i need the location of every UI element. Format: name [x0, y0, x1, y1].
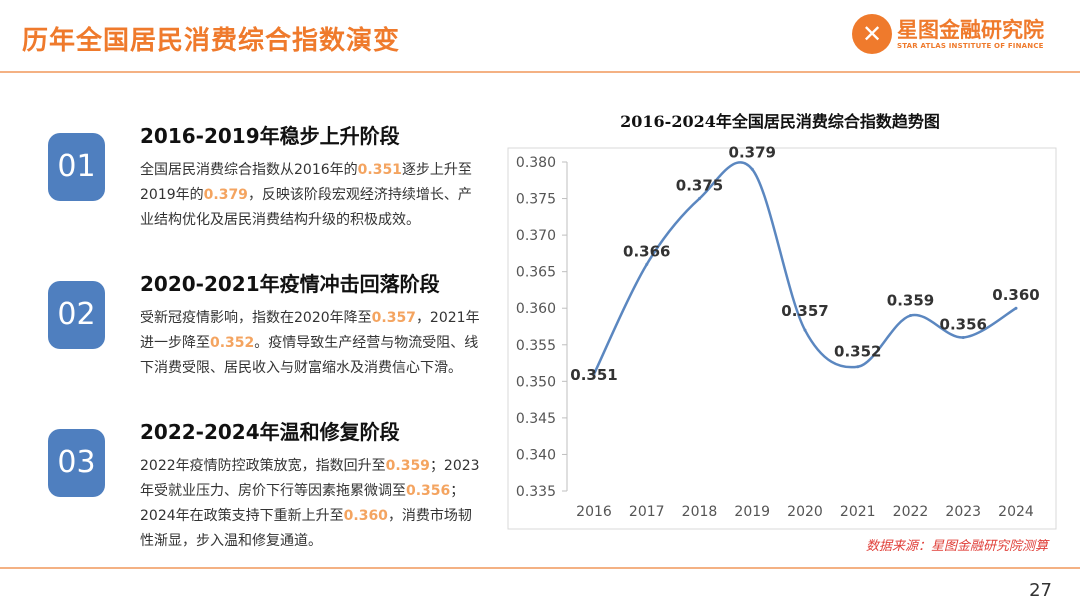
- text-segment: 逐步上升至2019年的: [140, 162, 472, 203]
- data-point: [750, 167, 754, 171]
- y-tick-label: 0.380: [516, 155, 556, 171]
- page-title: 历年全国居民消费综合指数演变: [22, 26, 401, 56]
- data-label: 0.352: [834, 343, 881, 361]
- text-segment: ；2024年在政策支持下重新上升至: [140, 483, 465, 524]
- data-point: [1014, 306, 1018, 310]
- page-number: 27: [1029, 580, 1052, 601]
- section-heading: 2016-2019年稳步上升阶段: [140, 124, 400, 148]
- y-tick-label: 0.345: [516, 411, 556, 427]
- x-tick-label: 2019: [734, 504, 770, 520]
- section-number-badge: 03: [48, 429, 105, 497]
- section-text: 全国居民消费综合指数从2016年的0.351逐步上升至2019年的0.379，反…: [140, 158, 485, 233]
- y-tick-label: 0.375: [516, 192, 556, 208]
- highlight-value: 0.379: [203, 187, 248, 203]
- data-source: 数据来源：星图金融研究院测算: [865, 539, 1048, 554]
- text-segment: 受新冠疫情影响，指数在2020年降至: [140, 310, 372, 326]
- header-divider: [0, 71, 1080, 73]
- text-segment: ，消费市场韧性渐显，步入温和修复通道。: [140, 508, 472, 549]
- y-tick-label: 0.370: [516, 228, 556, 244]
- plot-area: [507, 147, 1057, 530]
- x-tick-label: 2016: [576, 504, 612, 520]
- x-tick-label: 2020: [787, 504, 823, 520]
- x-tick-label: 2017: [629, 504, 665, 520]
- text-segment: 。疫情导致生产经营与物流受阻、线下消费受限、居民收入与财富缩水及消费信心下滑。: [140, 335, 479, 376]
- series-line: [592, 161, 1017, 375]
- data-point: [592, 372, 596, 376]
- logo-cn: 星图金融研究院: [897, 18, 1044, 42]
- section-number-badge: 01: [48, 133, 105, 201]
- data-point: [645, 262, 649, 266]
- highlight-value: 0.357: [371, 310, 416, 326]
- logo-icon: ✕: [852, 14, 892, 54]
- y-tick-label: 0.340: [516, 447, 556, 463]
- section-number-badge: 02: [48, 281, 105, 349]
- data-label: 0.360: [992, 286, 1039, 304]
- data-label: 0.379: [729, 143, 776, 161]
- text-segment: 全国居民消费综合指数从2016年的: [140, 162, 358, 178]
- text-segment: ；2023年受就业压力、房价下行等因素拖累微调至: [140, 458, 480, 499]
- y-tick-label: 0.350: [516, 374, 556, 390]
- data-point: [698, 197, 701, 201]
- data-point: [856, 365, 860, 369]
- highlight-value: 0.360: [343, 508, 388, 524]
- highlight-value: 0.352: [210, 335, 255, 351]
- x-tick-label: 2023: [945, 504, 981, 520]
- data-label: 0.357: [781, 302, 828, 320]
- highlight-value: 0.356: [406, 483, 451, 499]
- footer-divider: [0, 567, 1080, 569]
- text-segment: ，反映该阶段宏观经济持续增长、产业结构优化及居民消费结构升级的积极成效。: [140, 187, 472, 228]
- data-point: [961, 335, 965, 339]
- y-tick-label: 0.355: [516, 338, 556, 354]
- data-point: [909, 314, 912, 318]
- section-text: 受新冠疫情影响，指数在2020年降至0.357，2021年进一步降至0.352。…: [140, 306, 485, 381]
- section-heading: 2022-2024年温和修复阶段: [140, 420, 400, 444]
- text-segment: ，2021年进一步降至: [140, 310, 480, 351]
- section-heading: 2020-2021年疫情冲击回落阶段: [140, 272, 440, 296]
- data-label: 0.351: [570, 366, 617, 384]
- logo-en: STAR ATLAS INSTITUTE OF FINANCE: [897, 42, 1044, 50]
- y-tick-label: 0.335: [516, 484, 556, 500]
- data-label: 0.356: [940, 315, 987, 333]
- data-label: 0.359: [887, 292, 934, 310]
- logo: ✕ 星图金融研究院 STAR ATLAS INSTITUTE OF FINANC…: [852, 14, 1044, 54]
- y-tick-label: 0.365: [516, 265, 556, 281]
- section-text: 2022年疫情防控政策放宽，指数回升至0.359；2023年受就业压力、房价下行…: [140, 454, 485, 554]
- x-tick-label: 2021: [840, 504, 876, 520]
- data-label: 0.375: [676, 177, 723, 195]
- data-point: [803, 328, 807, 332]
- x-tick-label: 2018: [682, 504, 718, 520]
- highlight-value: 0.351: [357, 162, 402, 178]
- text-segment: 2022年疫情防控政策放宽，指数回升至: [140, 458, 386, 474]
- x-tick-label: 2022: [893, 504, 929, 520]
- y-tick-label: 0.360: [516, 301, 556, 317]
- x-tick-label: 2024: [998, 504, 1034, 520]
- highlight-value: 0.359: [385, 458, 430, 474]
- data-label: 0.366: [623, 242, 670, 260]
- chart-title: 2016-2024年全国居民消费综合指数趋势图: [620, 112, 940, 131]
